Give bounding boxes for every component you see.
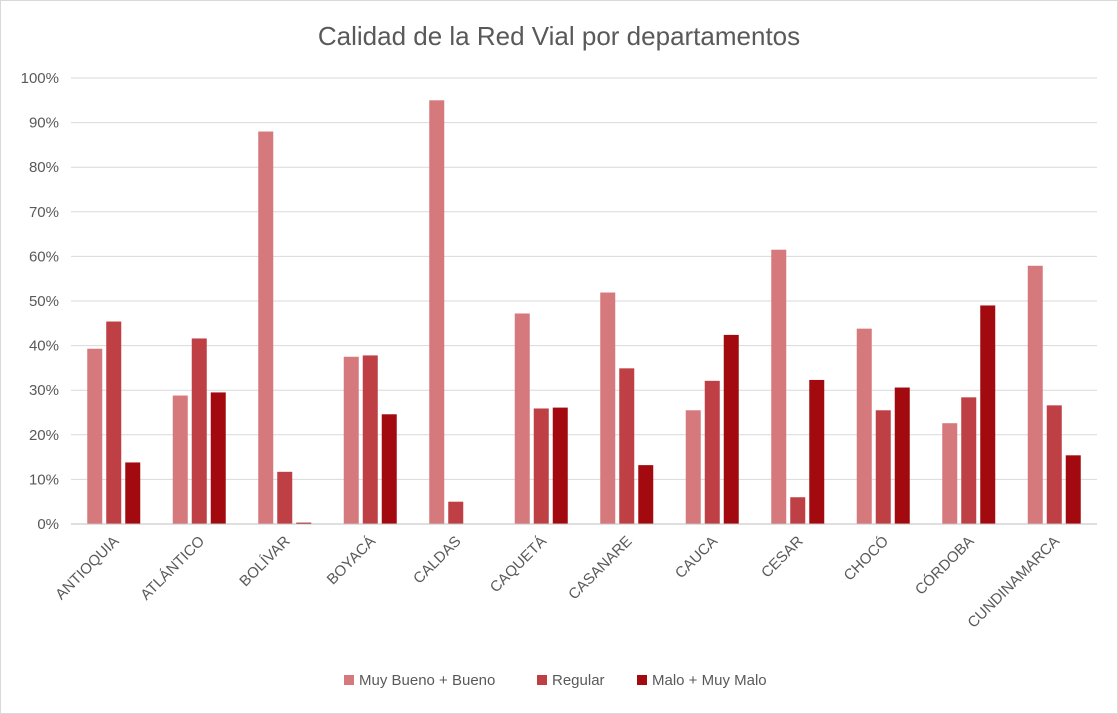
bar-cundinamarca-series-1 bbox=[1027, 265, 1043, 524]
x-category-label: CUNDINAMARCA bbox=[964, 533, 1063, 632]
y-tick-label: 30% bbox=[29, 382, 59, 399]
y-tick-label: 0% bbox=[37, 516, 59, 533]
x-category-label: BOYACÁ bbox=[324, 533, 379, 588]
bar-córdoba-series-2 bbox=[961, 397, 977, 524]
bar-antioquia-series-2 bbox=[106, 321, 122, 524]
bar-atlántico-series-1 bbox=[172, 395, 188, 524]
bar-caquetá-series-2 bbox=[533, 408, 549, 524]
bar-cundinamarca-series-2 bbox=[1046, 405, 1062, 524]
bar-cauca-series-3 bbox=[723, 334, 739, 524]
bar-atlántico-series-3 bbox=[210, 392, 226, 524]
y-tick-label: 60% bbox=[29, 248, 59, 265]
x-category-label: CHOCÓ bbox=[841, 533, 893, 585]
legend-label: Regular bbox=[552, 672, 605, 689]
legend: Muy Bueno + Bueno Regular Malo + Muy Malo bbox=[344, 672, 767, 689]
bar-casanare-series-2 bbox=[619, 368, 635, 524]
x-category-label: CESAR bbox=[758, 533, 807, 582]
bar-boyacá-series-1 bbox=[343, 356, 359, 524]
y-tick-label: 50% bbox=[29, 293, 59, 310]
bar-bolívar-series-2 bbox=[277, 471, 293, 524]
bar-cesar-series-2 bbox=[790, 497, 806, 524]
bar-cauca-series-2 bbox=[704, 380, 720, 524]
bar-cesar-series-3 bbox=[809, 379, 825, 524]
bar-boyacá-series-2 bbox=[362, 355, 378, 524]
bar-cauca-series-1 bbox=[685, 410, 701, 524]
bar-casanare-series-3 bbox=[638, 465, 654, 524]
legend-swatch bbox=[344, 675, 354, 685]
bar-chocó-series-2 bbox=[875, 410, 891, 524]
y-tick-label: 10% bbox=[29, 471, 59, 488]
y-axis-ticks: 0% 10% 20% 30% 40% 50% 60% 70% 80% 90% 100% bbox=[21, 70, 59, 533]
y-tick-label: 70% bbox=[29, 204, 59, 221]
bar-antioquia-series-1 bbox=[87, 348, 103, 524]
x-category-label: CAQUETÁ bbox=[487, 533, 550, 596]
y-tick-label: 90% bbox=[29, 115, 59, 132]
x-category-label: CALDAS bbox=[410, 533, 464, 587]
y-tick-label: 20% bbox=[29, 427, 59, 444]
legend-swatch bbox=[637, 675, 647, 685]
bar-cundinamarca-series-3 bbox=[1065, 455, 1081, 524]
y-tick-label: 80% bbox=[29, 159, 59, 176]
x-category-label: ATLÁNTICO bbox=[137, 533, 208, 604]
x-category-label: CASANARE bbox=[565, 533, 635, 603]
bar-caldas-series-2 bbox=[448, 501, 464, 524]
bar-córdoba-series-3 bbox=[980, 305, 996, 524]
bar-caquetá-series-3 bbox=[552, 407, 568, 524]
y-tick-label: 100% bbox=[21, 70, 59, 87]
chart-title: Calidad de la Red Vial por departamentos bbox=[318, 21, 800, 51]
gridlines bbox=[71, 77, 1097, 480]
bar-cesar-series-1 bbox=[771, 249, 787, 524]
bar-chocó-series-1 bbox=[856, 328, 872, 524]
bar-bolívar-series-1 bbox=[258, 131, 274, 524]
x-axis: ANTIOQUIA ATLÁNTICO BOLÍVAR BOYACÁ CALDAS CAQ… bbox=[52, 523, 1097, 632]
bar-atlántico-series-2 bbox=[191, 338, 207, 524]
bar-caldas-series-1 bbox=[429, 100, 445, 525]
bars bbox=[87, 100, 1081, 525]
bar-antioquia-series-3 bbox=[125, 462, 141, 524]
legend-label: Malo + Muy Malo bbox=[652, 672, 767, 689]
bar-bolívar-series-3 bbox=[296, 522, 312, 524]
x-category-label: BOLÍVAR bbox=[236, 533, 293, 590]
y-tick-label: 40% bbox=[29, 338, 59, 355]
x-category-label: CAUCA bbox=[672, 533, 721, 582]
bar-caquetá-series-1 bbox=[514, 313, 530, 524]
legend-swatch bbox=[537, 675, 547, 685]
bar-boyacá-series-3 bbox=[381, 414, 397, 524]
x-category-label: CÓRDOBA bbox=[912, 533, 978, 599]
bar-chocó-series-3 bbox=[894, 387, 910, 524]
bar-casanare-series-1 bbox=[600, 292, 616, 524]
x-category-label: ANTIOQUIA bbox=[52, 533, 122, 603]
bar-córdoba-series-1 bbox=[942, 423, 958, 524]
legend-label: Muy Bueno + Bueno bbox=[359, 672, 495, 689]
